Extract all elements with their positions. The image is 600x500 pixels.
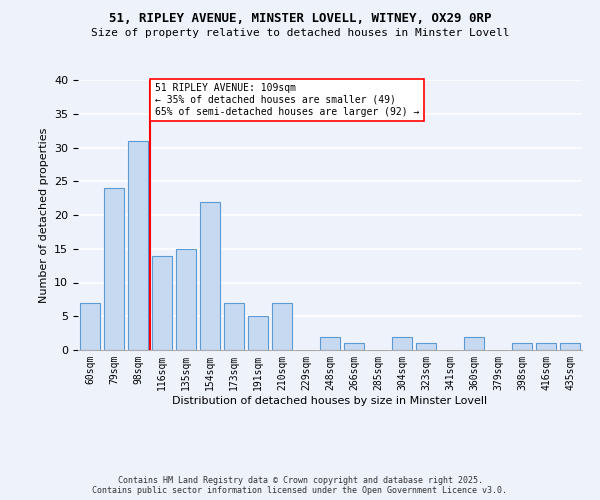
Bar <box>104 188 124 350</box>
Bar <box>464 336 484 350</box>
Bar <box>512 344 532 350</box>
Text: Size of property relative to detached houses in Minster Lovell: Size of property relative to detached ho… <box>91 28 509 38</box>
Bar <box>248 316 268 350</box>
Bar <box>176 249 196 350</box>
Bar <box>392 336 412 350</box>
Text: 51, RIPLEY AVENUE, MINSTER LOVELL, WITNEY, OX29 0RP: 51, RIPLEY AVENUE, MINSTER LOVELL, WITNE… <box>109 12 491 26</box>
X-axis label: Distribution of detached houses by size in Minster Lovell: Distribution of detached houses by size … <box>172 396 488 406</box>
Bar <box>152 256 172 350</box>
Bar <box>272 303 292 350</box>
Bar <box>128 141 148 350</box>
Y-axis label: Number of detached properties: Number of detached properties <box>38 128 49 302</box>
Bar <box>320 336 340 350</box>
Bar <box>80 303 100 350</box>
Bar <box>200 202 220 350</box>
Bar <box>416 344 436 350</box>
Text: Contains HM Land Registry data © Crown copyright and database right 2025.
Contai: Contains HM Land Registry data © Crown c… <box>92 476 508 495</box>
Bar <box>536 344 556 350</box>
Text: 51 RIPLEY AVENUE: 109sqm
← 35% of detached houses are smaller (49)
65% of semi-d: 51 RIPLEY AVENUE: 109sqm ← 35% of detach… <box>155 84 419 116</box>
Bar <box>560 344 580 350</box>
Bar <box>224 303 244 350</box>
Bar <box>344 344 364 350</box>
